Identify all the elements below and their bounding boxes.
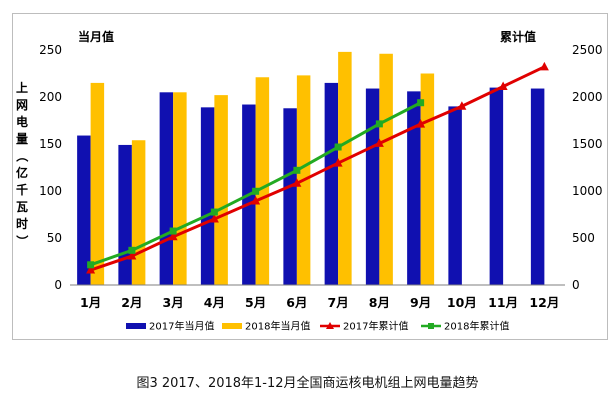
- line-series: [86, 61, 549, 274]
- left-tick-label: 100: [39, 184, 62, 198]
- chart-frame: [12, 13, 608, 340]
- x-tick-label: 3月: [163, 295, 184, 310]
- left-tick-label: 50: [47, 231, 62, 245]
- legend-item: 2018年当月值: [222, 320, 310, 333]
- x-tick-label: 7月: [328, 295, 349, 310]
- left-axis-top-label: 当月值: [78, 29, 114, 44]
- x-tick-label: 4月: [204, 295, 225, 310]
- right-tick-label: 2000: [572, 90, 603, 104]
- legend-marker: [428, 323, 434, 329]
- x-tick-label: 11月: [488, 295, 518, 310]
- bar-2017-monthly: [407, 91, 421, 285]
- left-axis-title-char: 瓦: [16, 200, 28, 214]
- bar-2017-monthly: [489, 87, 504, 285]
- bar-2018-monthly: [255, 77, 270, 285]
- marker-square: [210, 208, 218, 216]
- right-tick-label: 2500: [572, 43, 603, 57]
- legend-item: 2017年当月值: [126, 320, 214, 333]
- x-tick-label: 5月: [245, 295, 266, 310]
- right-tick-label: 0: [572, 278, 580, 292]
- x-tick-label: 1月: [80, 295, 101, 310]
- bar-2017-monthly: [365, 88, 380, 285]
- bar-2018-monthly: [379, 53, 393, 286]
- marker-triangle: [127, 251, 137, 260]
- left-axis-title-char: （: [15, 150, 30, 162]
- left-axis-title-char: 千: [16, 182, 28, 197]
- bar-2018-monthly: [131, 140, 146, 285]
- left-axis-title-char: 网: [16, 98, 28, 112]
- line-2017-cumulative: [90, 65, 546, 272]
- marker-triangle: [498, 81, 508, 90]
- left-axis-title-char: 亿: [16, 165, 28, 180]
- legend-label: 2018年当月值: [245, 320, 310, 333]
- left-axis-title-char: 电: [16, 114, 28, 129]
- x-tick-label: 9月: [410, 295, 431, 310]
- bar-2017-monthly: [283, 108, 297, 285]
- x-tick-label: 8月: [369, 295, 390, 310]
- bar-2017-monthly: [159, 92, 174, 285]
- marker-square: [375, 120, 383, 128]
- right-tick-label: 1000: [572, 184, 603, 198]
- marker-triangle: [333, 158, 343, 167]
- marker-triangle: [457, 101, 467, 110]
- left-tick-label: 200: [39, 90, 62, 104]
- marker-square: [293, 166, 301, 174]
- legend: 2017年当月值 2018年当月值 2017年累计值 2018年累计值: [126, 320, 509, 333]
- right-tick-label: 500: [572, 231, 595, 245]
- bar-2017-monthly: [200, 107, 215, 285]
- legend-label: 2018年累计值: [444, 320, 509, 333]
- legend-item: 2018年累计值: [421, 320, 509, 333]
- marker-triangle: [539, 61, 549, 71]
- left-tick-label: 0: [54, 278, 62, 292]
- bar-2018-monthly: [90, 82, 105, 286]
- marker-triangle: [168, 231, 178, 241]
- right-axis-ticks: 0 500 1000 1500 2000 2500: [572, 43, 603, 292]
- marker-triangle: [86, 265, 96, 274]
- left-axis-title-char: 上: [16, 80, 28, 95]
- bar-2018-monthly: [214, 95, 228, 286]
- marker-square: [87, 261, 95, 269]
- bar-2017-monthly: [530, 88, 545, 285]
- right-tick-label: 1500: [572, 137, 603, 151]
- legend-swatch: [126, 323, 146, 329]
- x-tick-label: 10月: [447, 295, 477, 310]
- legend-swatch: [222, 323, 242, 329]
- bar-2017-monthly: [118, 144, 132, 285]
- left-axis-title-char: 量: [16, 132, 28, 146]
- x-axis-labels: 1月 2月 3月 4月 5月 6月 7月 8月 9月 10月 11月 12月: [80, 295, 559, 310]
- bar-2017-monthly: [77, 135, 91, 285]
- marker-square: [334, 143, 342, 151]
- marker-triangle: [209, 214, 219, 223]
- bar-2018-monthly: [338, 51, 352, 285]
- legend-label: 2017年累计值: [343, 320, 408, 333]
- x-tick-label: 12月: [529, 295, 559, 310]
- marker-square: [417, 99, 425, 107]
- legend-marker: [326, 322, 334, 329]
- bar-2017-monthly: [448, 106, 462, 286]
- left-axis-ticks: 0 50 100 150 200 250: [39, 43, 62, 292]
- x-tick-label: 2月: [121, 295, 142, 310]
- x-tick-label: 6月: [286, 295, 307, 310]
- left-axis-title-char: ）: [15, 235, 30, 247]
- left-tick-label: 250: [39, 43, 62, 57]
- marker-triangle: [251, 195, 261, 205]
- marker-triangle: [416, 119, 426, 128]
- marker-triangle: [292, 178, 302, 187]
- legend-item: 2017年累计值: [320, 320, 408, 333]
- right-axis-top-label: 累计值: [500, 29, 536, 44]
- marker-square: [169, 227, 177, 235]
- marker-square: [128, 246, 136, 254]
- legend-label: 2017年当月值: [149, 320, 214, 333]
- bar-2017-monthly: [324, 82, 339, 286]
- figure-caption: 图3 2017、2018年1-12月全国商运核电机组上网电量趋势: [136, 376, 479, 391]
- marker-triangle: [374, 138, 384, 147]
- left-tick-label: 150: [39, 137, 62, 151]
- bar-2018-monthly: [173, 92, 187, 285]
- marker-square: [252, 187, 260, 195]
- left-axis-title-char: 时: [16, 216, 28, 231]
- bar-series: [77, 51, 545, 286]
- chart: 0 50 100 150 200 250 0 500 1000 1500 2000 2500 1月 2…: [15, 29, 603, 333]
